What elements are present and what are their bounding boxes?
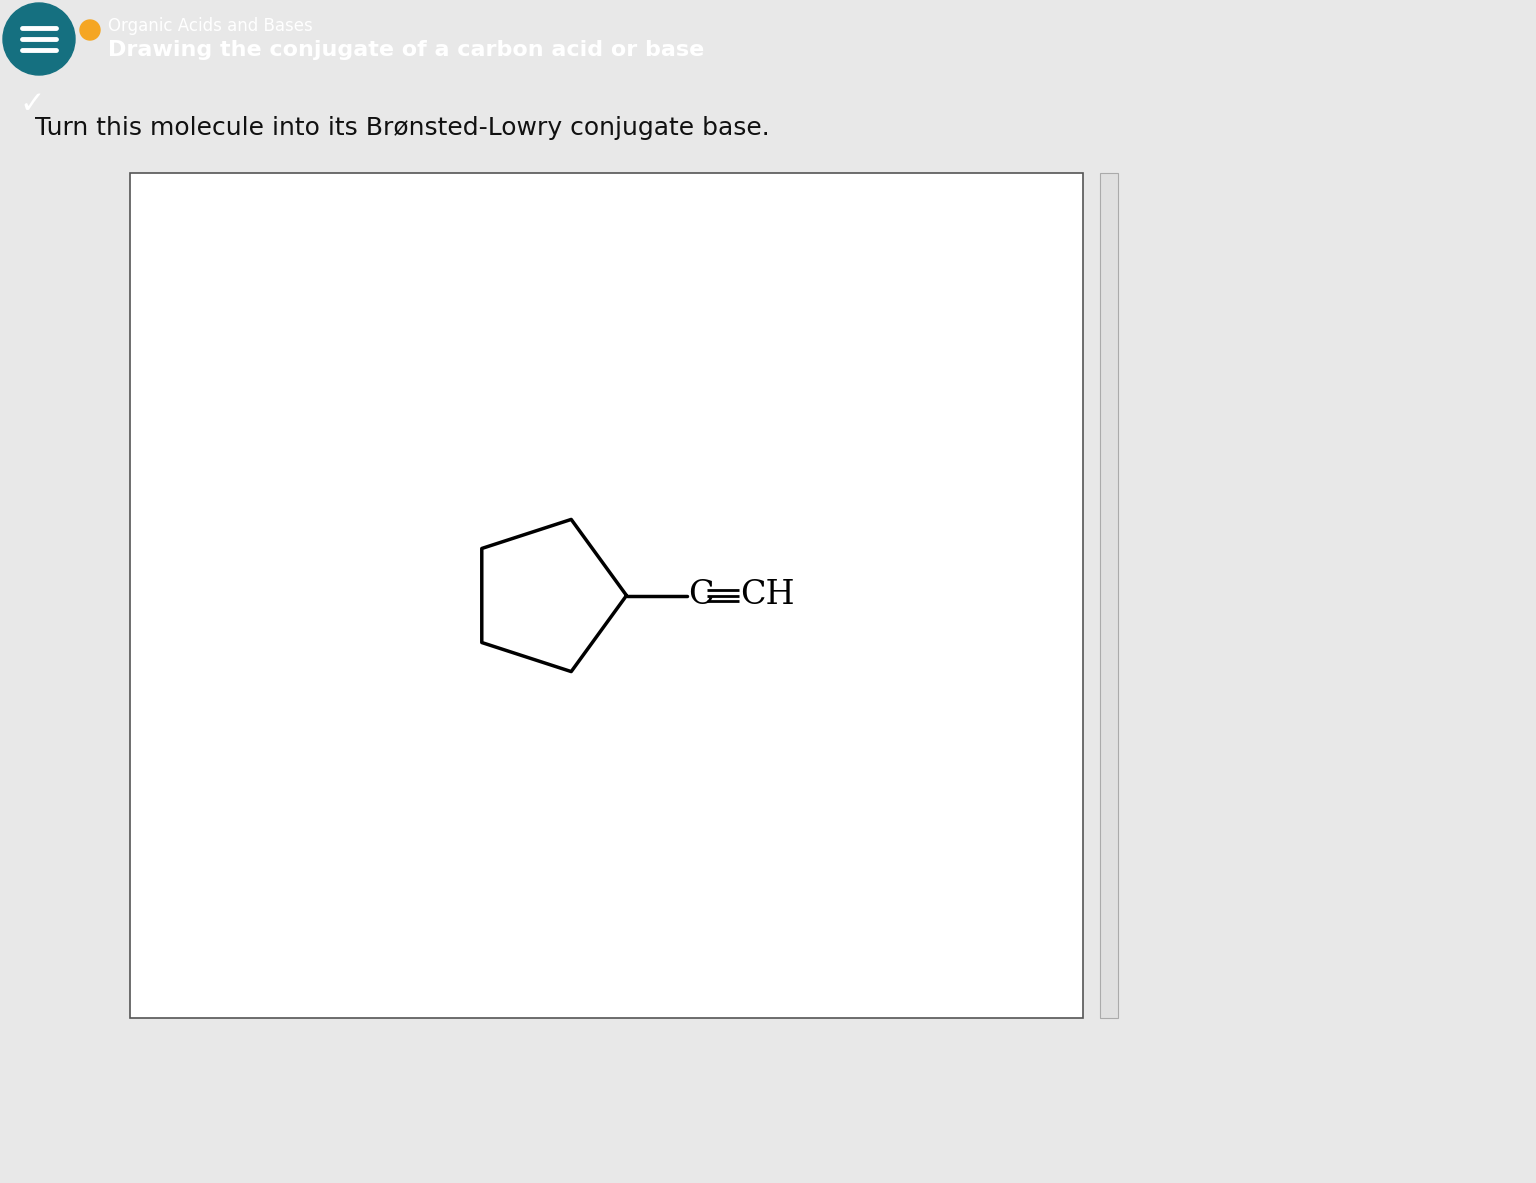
Text: Turn this molecule into its Brønsted-Lowry conjugate base.: Turn this molecule into its Brønsted-Low…: [35, 116, 770, 140]
FancyBboxPatch shape: [1100, 173, 1118, 1019]
Text: Organic Acids and Bases: Organic Acids and Bases: [108, 17, 313, 35]
Circle shape: [80, 20, 100, 40]
Circle shape: [3, 4, 75, 75]
Text: ✓: ✓: [20, 90, 45, 118]
Text: C: C: [688, 580, 714, 612]
Text: Drawing the conjugate of a carbon acid or base: Drawing the conjugate of a carbon acid o…: [108, 40, 703, 60]
FancyBboxPatch shape: [131, 173, 1083, 1019]
Text: CH: CH: [740, 580, 796, 612]
